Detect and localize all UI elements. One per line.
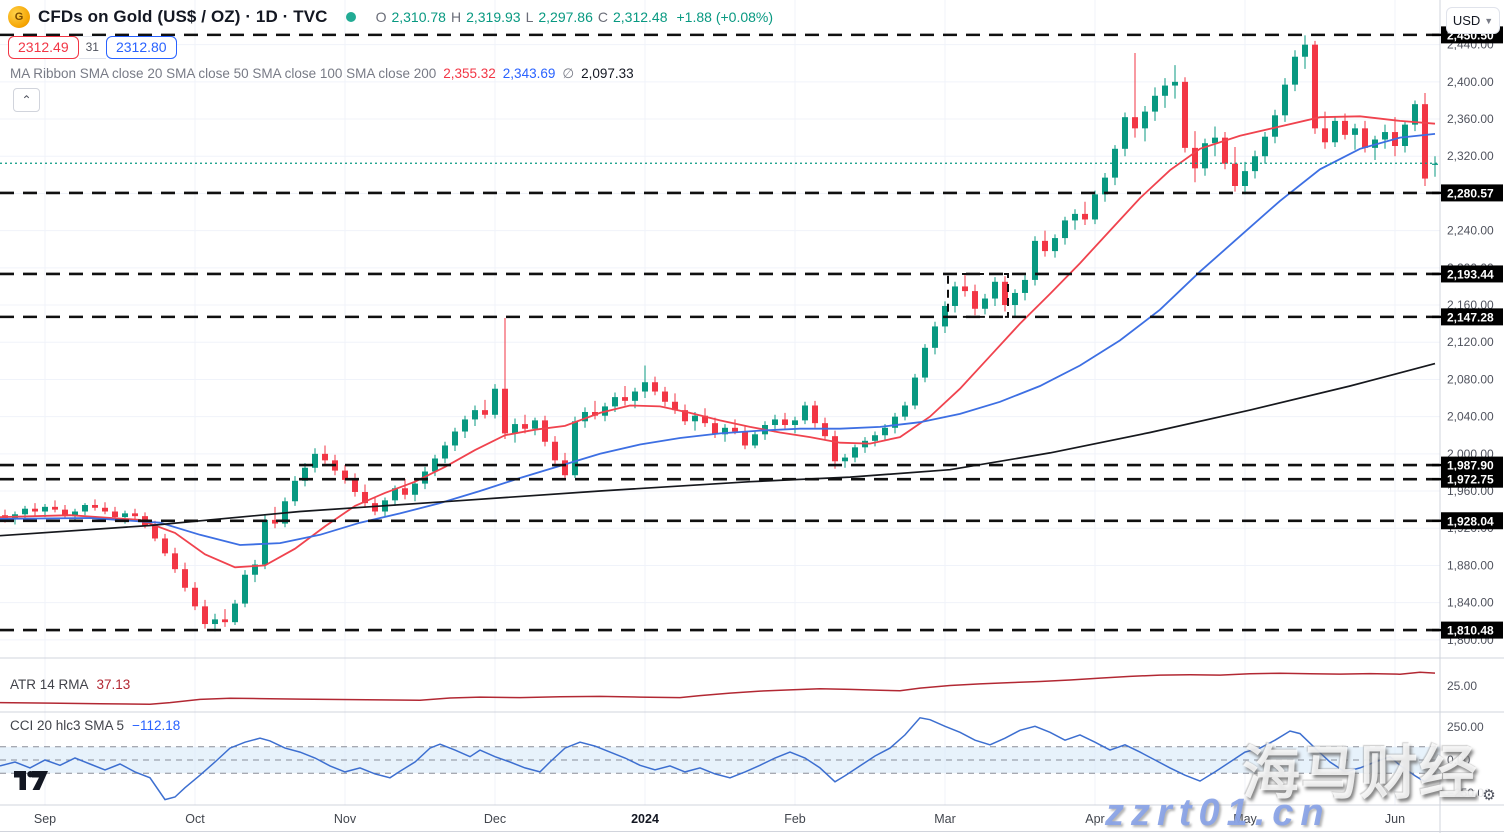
- svg-text:Mar: Mar: [934, 812, 956, 826]
- svg-text:Dec: Dec: [484, 812, 506, 826]
- high-label: H: [450, 9, 462, 25]
- gold-symbol-icon: G: [8, 6, 30, 28]
- atr-label: ATR 14 RMA: [10, 677, 89, 692]
- close-value: 2,312.48: [613, 9, 668, 25]
- change-value: +1.88 (+0.08%): [676, 9, 774, 25]
- ma-ribbon-avg-symbol: ∅: [562, 66, 575, 81]
- svg-text:Apr: Apr: [1085, 812, 1104, 826]
- svg-text:2,360.00: 2,360.00: [1447, 112, 1494, 126]
- ma-ribbon-value-red: 2,355.32: [443, 66, 496, 81]
- svg-text:2,320.00: 2,320.00: [1447, 149, 1494, 163]
- spread-value: 31: [78, 36, 106, 59]
- svg-text:1,987.90: 1,987.90: [1447, 459, 1494, 473]
- tradingview-logo[interactable]: [14, 771, 48, 796]
- svg-text:2,120.00: 2,120.00: [1447, 335, 1494, 349]
- ma-ribbon-legend[interactable]: MA Ribbon SMA close 20 SMA close 50 SMA …: [10, 66, 634, 82]
- open-label: O: [375, 9, 387, 25]
- svg-text:2,400.00: 2,400.00: [1447, 75, 1494, 89]
- atr-legend[interactable]: ATR 14 RMA 37.13: [10, 677, 130, 692]
- svg-text:Sep: Sep: [34, 812, 56, 826]
- svg-text:Nov: Nov: [334, 812, 357, 826]
- open-value: 2,310.78: [391, 9, 446, 25]
- low-value: 2,297.86: [538, 9, 593, 25]
- cci-label: CCI 20 hlc3 SMA 5: [10, 718, 125, 733]
- sell-button[interactable]: 2312.49: [8, 36, 79, 59]
- currency-dropdown[interactable]: USD ▼: [1446, 7, 1500, 34]
- cci-legend[interactable]: CCI 20 hlc3 SMA 5 −112.18: [10, 718, 180, 733]
- watermark-url: zzrt01.cn: [1105, 792, 1331, 833]
- svg-text:250.00: 250.00: [1447, 720, 1484, 734]
- ma-line: [0, 115, 1436, 569]
- time-axis[interactable]: Sep Oct Nov Dec 2024 Feb Mar Apr May Jun: [34, 812, 1405, 826]
- svg-text:Oct: Oct: [185, 812, 205, 826]
- svg-text:25.00: 25.00: [1447, 679, 1477, 693]
- ma-ribbon-label: MA Ribbon SMA close 20 SMA close 50 SMA …: [10, 66, 437, 81]
- watermark-cjk: 海马财经: [1242, 741, 1479, 806]
- svg-text:1,840.00: 1,840.00: [1447, 596, 1494, 610]
- market-status-icon: [345, 12, 356, 22]
- svg-text:2,193.44: 2,193.44: [1447, 267, 1494, 281]
- buy-button[interactable]: 2312.80: [105, 36, 177, 59]
- currency-label: USD: [1452, 13, 1481, 28]
- grid-lines: [0, 0, 1440, 805]
- chevron-up-icon: ⌃: [21, 93, 32, 107]
- legend-collapse-button[interactable]: ⌃: [13, 88, 40, 112]
- svg-text:1,880.00: 1,880.00: [1447, 558, 1494, 572]
- high-value: 2,319.93: [466, 9, 521, 25]
- symbol-legend[interactable]: G CFDs on Gold (US$ / OZ) · 1D · TVC O 2,…: [8, 6, 773, 28]
- cci-value: −112.18: [132, 718, 181, 733]
- close-label: C: [597, 9, 608, 25]
- ma-lines: [0, 115, 1436, 569]
- level-lines: [0, 33, 1440, 632]
- axis-settings-gear-icon[interactable]: ⚙: [1479, 786, 1499, 804]
- svg-text:1,928.04: 1,928.04: [1447, 514, 1494, 528]
- svg-text:2,040.00: 2,040.00: [1447, 410, 1494, 424]
- svg-text:1,972.75: 1,972.75: [1447, 473, 1494, 487]
- atr-pane: [0, 671, 1436, 705]
- ma-line: [0, 133, 1436, 546]
- svg-text:2024: 2024: [631, 812, 659, 826]
- ma-ribbon-avg-value: 2,097.33: [581, 66, 634, 81]
- candles: [2, 35, 1438, 632]
- ohlc-values: O 2,310.78 H 2,319.93 L 2,297.86 C 2,312.48 …: [376, 9, 773, 25]
- svg-text:0.00: 0.00: [1447, 753, 1471, 767]
- cci-pane: [0, 716, 1440, 801]
- level-price-labels: 2,450.502,280.572,193.442,147.281,987.90…: [1432, 26, 1503, 639]
- ma-line: [0, 362, 1436, 537]
- cci-line: [0, 716, 1436, 801]
- range-box[interactable]: [947, 272, 1009, 318]
- svg-text:2,280.57: 2,280.57: [1447, 186, 1494, 200]
- svg-text:Feb: Feb: [784, 812, 806, 826]
- trade-panel: 2312.49 31 2312.80: [8, 36, 177, 59]
- price-scale[interactable]: 2,440.002,400.002,360.002,320.002,280.00…: [1447, 38, 1494, 800]
- svg-text:2,080.00: 2,080.00: [1447, 372, 1494, 386]
- chevron-down-icon: ▼: [1484, 15, 1494, 26]
- svg-text:May: May: [1233, 812, 1257, 826]
- svg-text:1,810.48: 1,810.48: [1447, 624, 1494, 638]
- atr-line: [0, 671, 1436, 705]
- low-label: L: [525, 9, 534, 25]
- atr-value: 37.13: [96, 677, 131, 692]
- svg-text:2,240.00: 2,240.00: [1447, 224, 1494, 238]
- svg-text:2,147.28: 2,147.28: [1447, 310, 1494, 324]
- svg-text:Jun: Jun: [1385, 812, 1405, 826]
- symbol-title[interactable]: CFDs on Gold (US$ / OZ) · 1D · TVC: [38, 7, 328, 26]
- ma-ribbon-value-blue: 2,343.69: [502, 66, 556, 81]
